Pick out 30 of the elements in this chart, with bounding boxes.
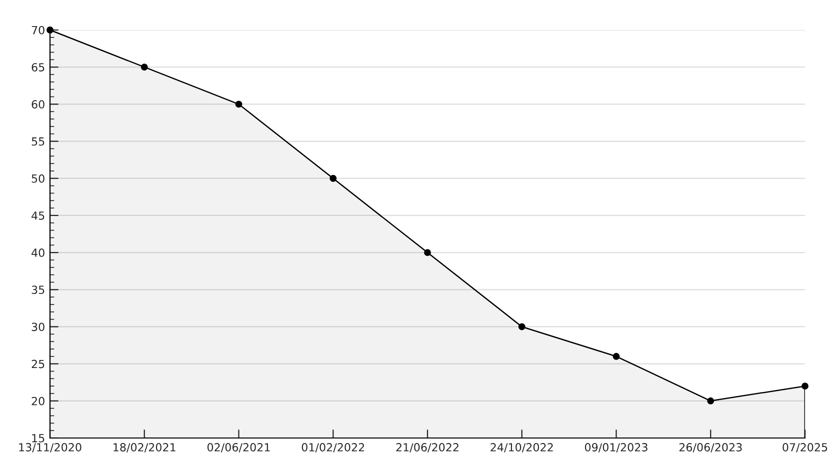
y-tick-label: 70 [32, 26, 44, 34]
y-tick-label: 40 [32, 248, 44, 257]
y-tick-label: 30 [32, 322, 44, 332]
point [612, 352, 620, 360]
point [518, 323, 526, 330]
y-tick-label: 65 [32, 63, 44, 72]
x-tick-label: 26/06/2023 [679, 443, 742, 452]
y-tick-label: 25 [32, 360, 44, 368]
x-tick-label: 01/02/2022 [302, 443, 364, 452]
x-tick-label: 07/2025 [782, 443, 828, 452]
y-tick-label: 15 [32, 434, 44, 442]
x-tick-label: 09/01/2023 [584, 443, 648, 452]
x-tick-label: 18/02/2021 [114, 443, 176, 452]
point [235, 100, 242, 108]
point [140, 64, 148, 71]
point [802, 382, 808, 390]
point [707, 397, 714, 404]
point [424, 249, 431, 256]
y-tick-label: 35 [32, 286, 44, 294]
y-tick-label: 50 [32, 174, 44, 183]
y-tick-label: 20 [32, 396, 44, 406]
point [46, 26, 54, 34]
y-tick-label: 60 [32, 100, 44, 109]
y-tick-label: 45 [32, 212, 44, 220]
x-tick-label: 13/11/2020 [19, 443, 82, 452]
x-tick-label: 02/06/2021 [207, 443, 270, 452]
y-tick-label: 55 [32, 137, 44, 146]
x-tick-label: 24/10/2022 [490, 443, 553, 452]
point [330, 174, 337, 182]
x-tick-label: 21/06/2022 [396, 443, 458, 452]
